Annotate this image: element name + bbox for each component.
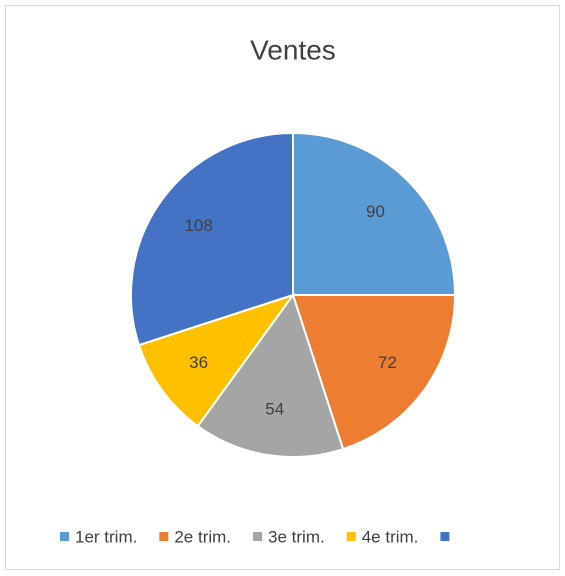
data-label: 108 (184, 216, 212, 235)
data-label: 36 (189, 353, 208, 372)
legend-swatch (60, 532, 69, 541)
pie-slice (130, 131, 294, 347)
pie-slice (291, 294, 457, 451)
legend-swatch (346, 532, 356, 541)
legend-label: 1er trim. (75, 527, 137, 546)
legend-label: 4e trim. (362, 527, 419, 546)
pie-slice (196, 292, 345, 458)
legend-swatch (253, 532, 263, 541)
legend-swatch (159, 532, 169, 541)
legend-label: 3e trim. (268, 527, 325, 546)
data-label: 54 (265, 400, 284, 419)
data-label: 72 (378, 353, 397, 372)
chart-title: Ventes (250, 34, 336, 65)
pie-slice (137, 293, 296, 428)
legend-label: 2e trim. (174, 527, 231, 546)
data-label: 90 (366, 202, 385, 221)
pie-slice (292, 131, 457, 296)
legend-swatch (440, 532, 450, 541)
